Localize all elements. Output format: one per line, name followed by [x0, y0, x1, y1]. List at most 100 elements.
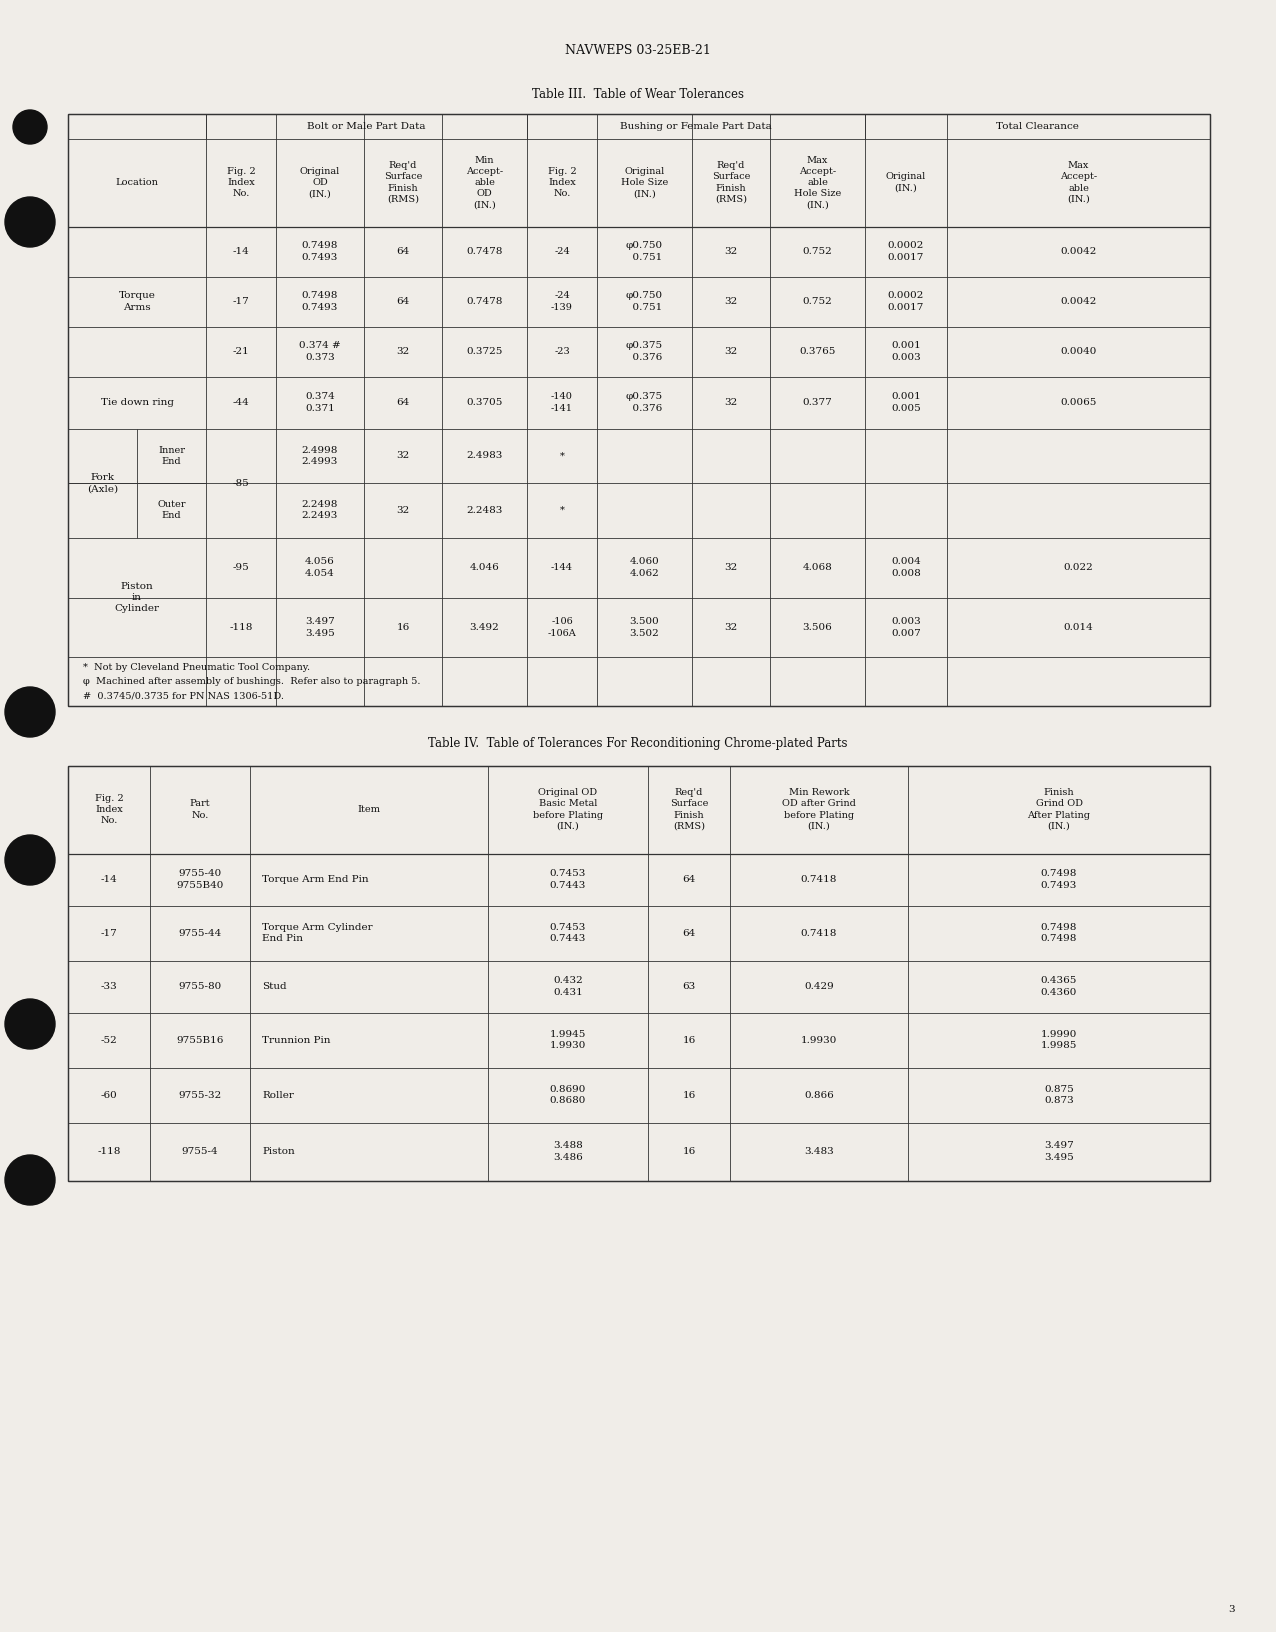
Text: Req'd
Surface
Finish
(RMS): Req'd Surface Finish (RMS): [384, 162, 422, 204]
Text: 0.866: 0.866: [804, 1090, 835, 1100]
Text: Original
OD
(IN.): Original OD (IN.): [300, 166, 341, 197]
Text: 3.506: 3.506: [803, 623, 832, 632]
Text: Torque
Arms: Torque Arms: [119, 292, 156, 312]
Text: 0.7478: 0.7478: [466, 297, 503, 307]
Text: 3.500
3.502: 3.500 3.502: [629, 617, 660, 638]
Text: 0.0002
0.0017: 0.0002 0.0017: [888, 292, 924, 312]
Text: Fig. 2
Index
No.: Fig. 2 Index No.: [227, 166, 255, 197]
Circle shape: [5, 687, 55, 738]
Text: φ0.750
  0.751: φ0.750 0.751: [627, 292, 664, 312]
Text: 1.9990
1.9985: 1.9990 1.9985: [1041, 1030, 1077, 1049]
Text: 0.8690
0.8680: 0.8690 0.8680: [550, 1085, 586, 1105]
Text: Torque Arm End Pin: Torque Arm End Pin: [262, 875, 369, 885]
Text: 0.7418: 0.7418: [801, 929, 837, 937]
Text: 0.752: 0.752: [803, 246, 832, 256]
Text: Piston
in
Cylinder: Piston in Cylinder: [115, 583, 160, 614]
Text: Tie down ring: Tie down ring: [101, 398, 174, 406]
Text: 16: 16: [397, 623, 410, 632]
Text: 9755B16: 9755B16: [176, 1035, 223, 1044]
Text: 9755-44: 9755-44: [179, 929, 222, 937]
Text: 16: 16: [683, 1090, 695, 1100]
Text: -106
-106A: -106 -106A: [547, 617, 577, 638]
Text: φ  Machined after assembly of bushings.  Refer also to paragraph 5.: φ Machined after assembly of bushings. R…: [83, 677, 421, 687]
Text: -21: -21: [232, 348, 249, 356]
Text: -52: -52: [101, 1035, 117, 1044]
Text: Min Rework
OD after Grind
before Plating
(IN.): Min Rework OD after Grind before Plating…: [782, 788, 856, 831]
Text: 4.060
4.062: 4.060 4.062: [629, 558, 660, 578]
Text: Bolt or Male Part Data: Bolt or Male Part Data: [308, 122, 426, 131]
Text: 3.483: 3.483: [804, 1147, 835, 1155]
Text: 2.2483: 2.2483: [466, 506, 503, 514]
Text: Outer
End: Outer End: [157, 499, 186, 521]
Text: Min
Accept-
able
OD
(IN.): Min Accept- able OD (IN.): [466, 155, 503, 209]
Text: 3.488
3.486: 3.488 3.486: [553, 1141, 583, 1162]
Text: 0.001
0.005: 0.001 0.005: [891, 392, 921, 413]
Text: 0.004
0.008: 0.004 0.008: [891, 558, 921, 578]
Text: Original
Hole Size
(IN.): Original Hole Size (IN.): [621, 166, 669, 197]
Text: 3.497
3.495: 3.497 3.495: [1044, 1141, 1074, 1162]
Text: Original
(IN.): Original (IN.): [886, 173, 926, 193]
Text: 3.492: 3.492: [470, 623, 499, 632]
Text: Fig. 2
Index
No.: Fig. 2 Index No.: [547, 166, 577, 197]
Text: 0.429: 0.429: [804, 982, 835, 991]
Text: Torque Arm Cylinder
End Pin: Torque Arm Cylinder End Pin: [262, 924, 373, 943]
Text: -118: -118: [97, 1147, 121, 1155]
Circle shape: [5, 836, 55, 885]
Text: 32: 32: [725, 563, 738, 571]
Text: 0.4365
0.4360: 0.4365 0.4360: [1041, 976, 1077, 997]
Text: 32: 32: [397, 452, 410, 460]
Text: -17: -17: [101, 929, 117, 937]
Text: 0.374
0.371: 0.374 0.371: [305, 392, 334, 413]
Text: 0.7498
0.7493: 0.7498 0.7493: [1041, 870, 1077, 889]
Text: 16: 16: [683, 1035, 695, 1044]
Text: φ0.375
  0.376: φ0.375 0.376: [627, 341, 664, 362]
Text: 0.875
0.873: 0.875 0.873: [1044, 1085, 1074, 1105]
Text: 9755-40
9755B40: 9755-40 9755B40: [176, 870, 223, 889]
Text: 32: 32: [397, 348, 410, 356]
Text: -17: -17: [232, 297, 249, 307]
Text: 2.4998
2.4993: 2.4998 2.4993: [302, 446, 338, 465]
Text: -23: -23: [554, 348, 570, 356]
Text: 32: 32: [725, 297, 738, 307]
Text: 0.377: 0.377: [803, 398, 832, 406]
Text: 0.0040: 0.0040: [1060, 348, 1096, 356]
Text: 0.3705: 0.3705: [466, 398, 503, 406]
Text: Req'd
Surface
Finish
(RMS): Req'd Surface Finish (RMS): [670, 788, 708, 831]
Text: Fork
(Axle): Fork (Axle): [87, 473, 119, 493]
Text: 64: 64: [397, 297, 410, 307]
Text: 9755-4: 9755-4: [181, 1147, 218, 1155]
Text: -95: -95: [232, 563, 249, 571]
Text: 0.374 #
0.373: 0.374 # 0.373: [299, 341, 341, 362]
Text: -44: -44: [232, 398, 249, 406]
Text: 9755-80: 9755-80: [179, 982, 222, 991]
Text: 64: 64: [683, 929, 695, 937]
Text: 2.4983: 2.4983: [466, 452, 503, 460]
Text: 0.752: 0.752: [803, 297, 832, 307]
Text: 0.7453
0.7443: 0.7453 0.7443: [550, 924, 586, 943]
Text: -144: -144: [551, 563, 573, 571]
Bar: [68, 114, 1210, 705]
Text: -33: -33: [101, 982, 117, 991]
Text: 1.9945
1.9930: 1.9945 1.9930: [550, 1030, 586, 1049]
Text: Req'd
Surface
Finish
(RMS): Req'd Surface Finish (RMS): [712, 162, 750, 204]
Text: Finish
Grind OD
After Plating
(IN.): Finish Grind OD After Plating (IN.): [1027, 788, 1091, 831]
Text: 64: 64: [397, 246, 410, 256]
Text: -14: -14: [101, 875, 117, 885]
Text: *: *: [560, 506, 564, 514]
Text: 64: 64: [397, 398, 410, 406]
Text: Inner
End: Inner End: [158, 446, 185, 465]
Text: 32: 32: [725, 623, 738, 632]
Text: 32: 32: [397, 506, 410, 514]
Text: 0.7478: 0.7478: [466, 246, 503, 256]
Text: 3: 3: [1229, 1606, 1235, 1614]
Text: 4.046: 4.046: [470, 563, 499, 571]
Text: 3.497
3.495: 3.497 3.495: [305, 617, 334, 638]
Text: -60: -60: [101, 1090, 117, 1100]
Text: Stud: Stud: [262, 982, 287, 991]
Text: 63: 63: [683, 982, 695, 991]
Text: 4.056
4.054: 4.056 4.054: [305, 558, 334, 578]
Text: φ0.375
  0.376: φ0.375 0.376: [627, 392, 664, 413]
Text: 0.7498
0.7493: 0.7498 0.7493: [302, 292, 338, 312]
Bar: [68, 765, 1210, 1180]
Text: NAVWEPS 03-25EB-21: NAVWEPS 03-25EB-21: [565, 44, 711, 57]
